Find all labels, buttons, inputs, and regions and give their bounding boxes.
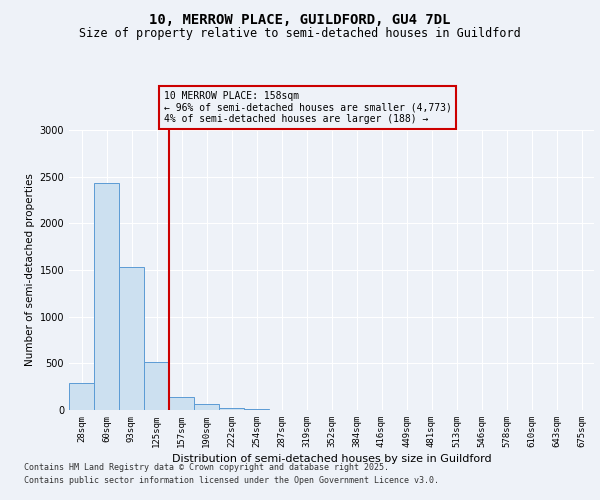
Text: Contains public sector information licensed under the Open Government Licence v3: Contains public sector information licen…	[24, 476, 439, 485]
Bar	[144, 362, 169, 410]
Y-axis label: Number of semi-detached properties: Number of semi-detached properties	[25, 174, 35, 366]
Bar	[194, 404, 219, 410]
Bar	[244, 409, 269, 410]
X-axis label: Distribution of semi-detached houses by size in Guildford: Distribution of semi-detached houses by …	[172, 454, 491, 464]
Bar	[219, 408, 244, 410]
Text: 10, MERROW PLACE, GUILDFORD, GU4 7DL: 10, MERROW PLACE, GUILDFORD, GU4 7DL	[149, 12, 451, 26]
Text: Size of property relative to semi-detached houses in Guildford: Size of property relative to semi-detach…	[79, 28, 521, 40]
Bar	[119, 267, 144, 410]
Text: 10 MERROW PLACE: 158sqm
← 96% of semi-detached houses are smaller (4,773)
4% of : 10 MERROW PLACE: 158sqm ← 96% of semi-de…	[163, 91, 451, 124]
Bar	[169, 398, 194, 410]
Text: Contains HM Land Registry data © Crown copyright and database right 2025.: Contains HM Land Registry data © Crown c…	[24, 462, 389, 471]
Bar	[94, 183, 119, 410]
Bar	[69, 383, 94, 410]
